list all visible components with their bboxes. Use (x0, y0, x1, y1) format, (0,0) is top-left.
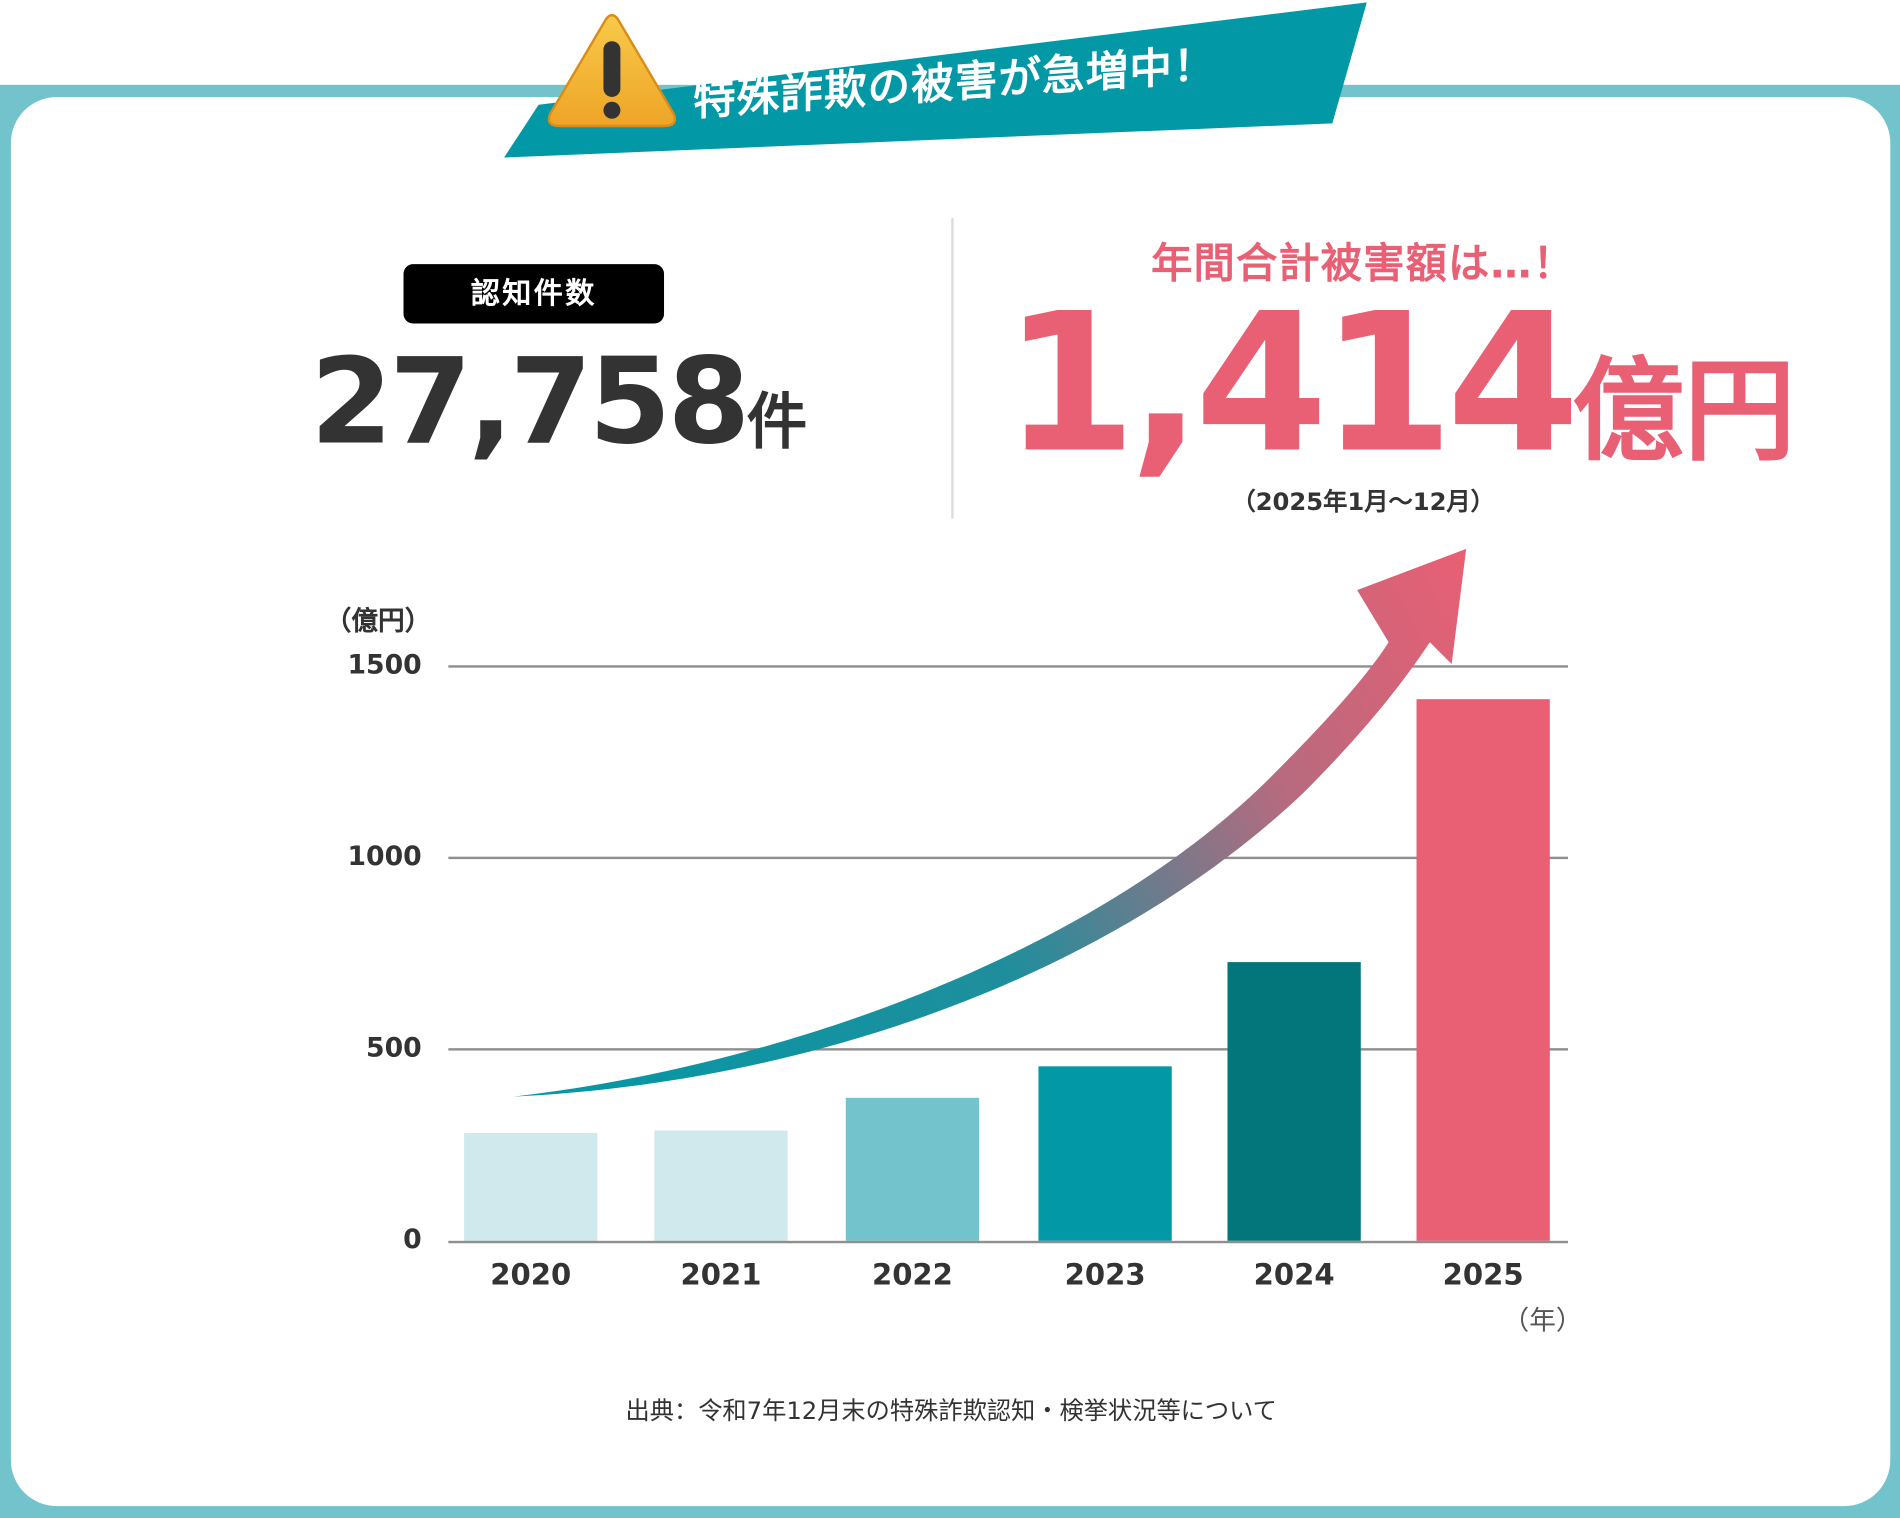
bar-2020 (464, 1132, 598, 1241)
x-tick-2024: 2024 (1253, 1257, 1335, 1292)
x-tick-2025: 2025 (1442, 1257, 1524, 1292)
y-tick-1000: 1000 (347, 842, 422, 873)
x-tick-2020: 2020 (490, 1257, 572, 1292)
bar-2022 (845, 1097, 980, 1241)
amount-label: 年間合計被害額は…！ (1151, 239, 1576, 289)
y-tick-1500: 1500 (347, 650, 422, 681)
source-citation: 出典：令和7年12月末の特殊詐欺認知・検挙状況等について (625, 1395, 1277, 1425)
gridline-500 (448, 1048, 1568, 1051)
bar-2025 (1416, 699, 1550, 1241)
y-tick-0: 0 (403, 1225, 422, 1256)
card (10, 96, 1891, 1507)
x-tick-2022: 2022 (871, 1257, 953, 1292)
amount-number: 1,414 (1003, 272, 1580, 496)
gridline-1000 (448, 856, 1568, 860)
amount-value: 1,414億円 (1003, 284, 1796, 486)
count-number: 27,758 (310, 333, 750, 472)
amount-unit: 億円 (1572, 346, 1796, 477)
y-tick-500: 500 (366, 1033, 422, 1064)
count-label-badge: 認知件数 (403, 264, 665, 324)
count-unit: 件 (746, 386, 808, 457)
count-value: 27,758件 (310, 333, 807, 471)
y-axis-unit: （億円） (324, 607, 432, 638)
bar-2021 (654, 1130, 788, 1241)
bar-2024 (1227, 962, 1361, 1241)
period-label: （2025年1月～12月） (1231, 487, 1495, 517)
x-tick-2021: 2021 (680, 1257, 762, 1292)
x-tick-2023: 2023 (1064, 1257, 1146, 1292)
gridline-1500 (448, 665, 1568, 668)
warning-icon (547, 13, 677, 128)
bar-2023 (1038, 1066, 1172, 1241)
x-axis-baseline (448, 1240, 1568, 1244)
divider (951, 218, 954, 519)
x-axis-unit: （年） (1502, 1306, 1583, 1337)
